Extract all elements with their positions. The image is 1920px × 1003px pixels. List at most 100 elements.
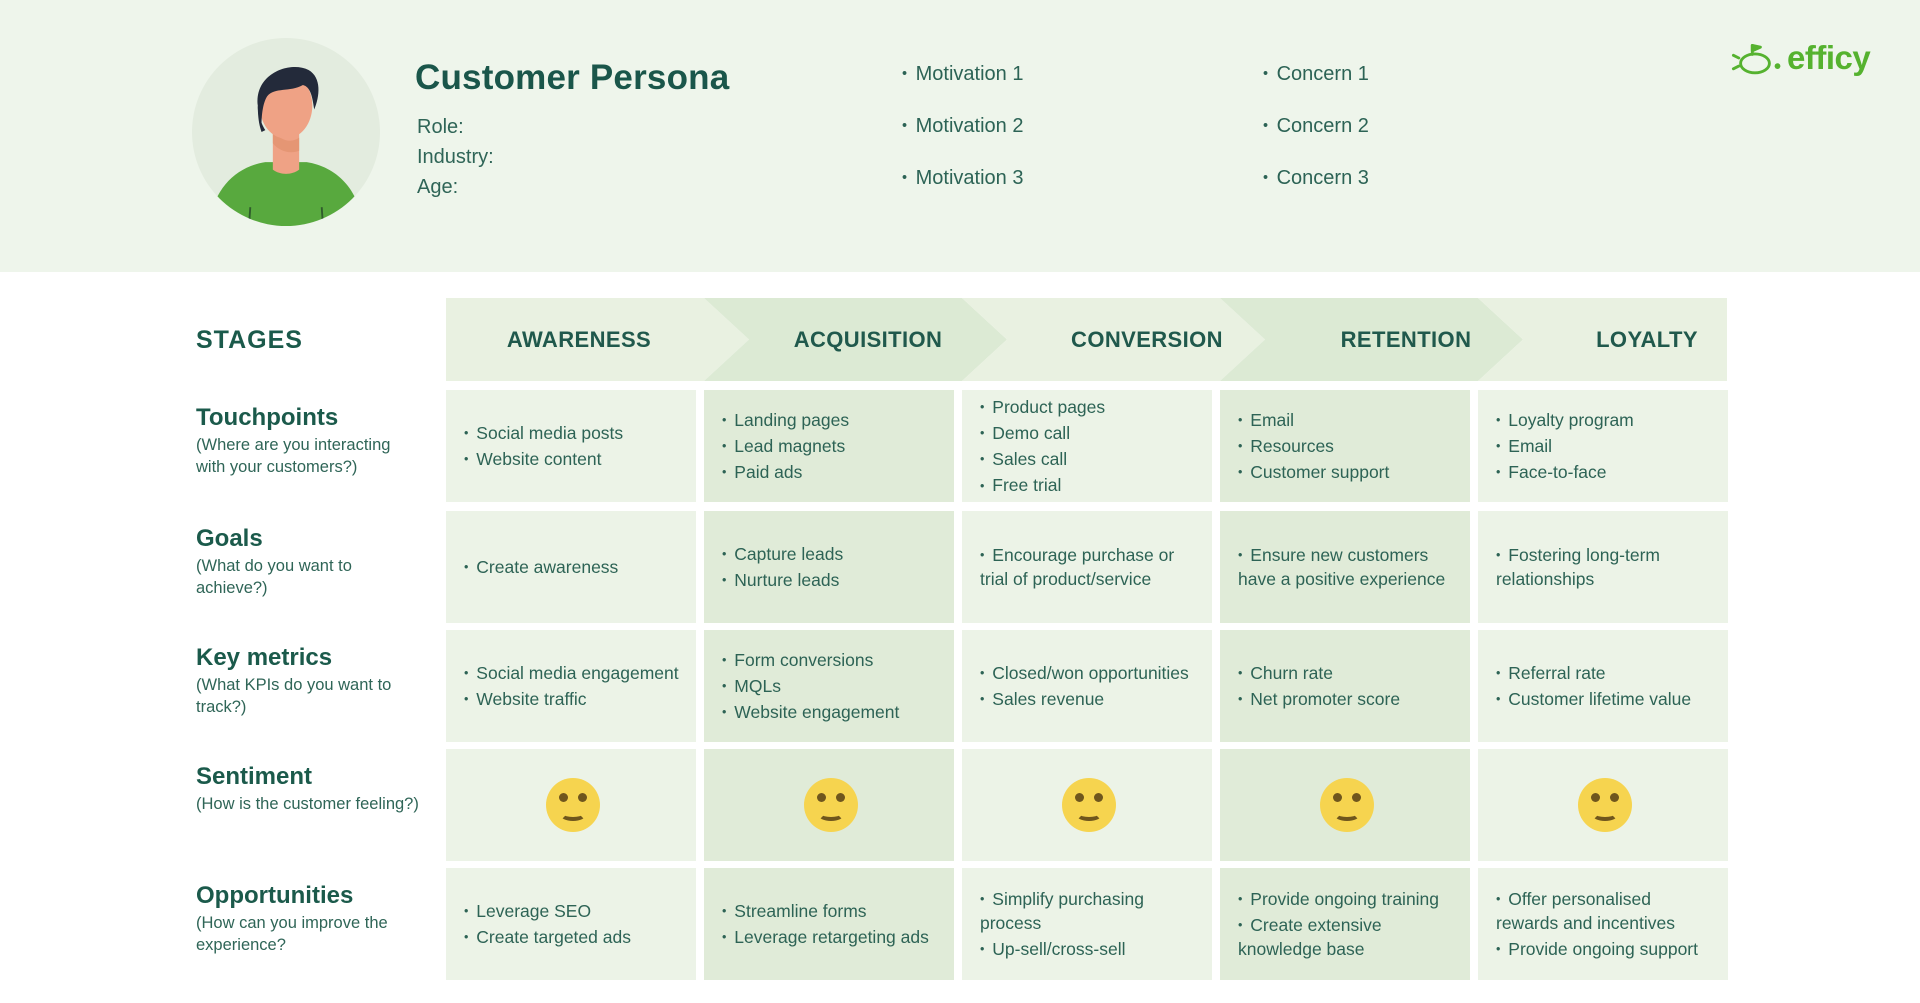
cell-item: • Product pages <box>980 396 1106 417</box>
cell-item: • Lead magnets <box>722 435 846 456</box>
cell-item: • Churn rate <box>1238 662 1333 683</box>
cell-item: • Up-sell/cross-sell <box>980 939 1126 960</box>
cell-item: • Sales revenue <box>980 689 1105 709</box>
cell-touchpoints-conversion: • Product pages • Demo call • Sales call • … <box>962 390 1212 502</box>
cell-item: • Resources <box>1238 435 1334 456</box>
row-label-key-metrics: Key metrics (What KPIs do you want to tra… <box>196 644 421 719</box>
cell-item: • Ensure new customers have a positive e… <box>1238 544 1446 589</box>
cell-item: • Paid ads <box>722 462 803 483</box>
cell-sentiment-awareness <box>446 749 696 861</box>
smiley-face-icon <box>546 778 600 832</box>
persona-banner: Customer Persona Role: Industry: Age: • Mo… <box>0 0 1920 272</box>
cell-item: • Simplify purchasing process <box>980 888 1145 933</box>
smiley-face-icon <box>1578 778 1632 832</box>
cell-item: • Demo call <box>980 422 1071 443</box>
cell-item: • Email <box>1496 435 1553 456</box>
row-title: Touchpoints <box>196 404 339 431</box>
cell-item: • Customer lifetime value <box>1496 689 1692 709</box>
cell-item: • Create awareness <box>464 556 619 577</box>
stage-arrow-segment <box>962 298 1265 381</box>
cell-opportunities-loyalty: • Offer personalised rewards and incenti… <box>1478 868 1728 980</box>
cell-item: • Leverage SEO <box>464 900 592 921</box>
cell-item: • Website traffic <box>464 689 587 709</box>
row-title: Opportunities <box>196 882 354 909</box>
cell-key-metrics-loyalty: • Referral rate • Customer lifetime value <box>1478 630 1728 742</box>
smiley-face-icon <box>1320 778 1374 832</box>
motivations-list: • Motivation 1 • Motivation 2 • Motivation… <box>902 62 1023 218</box>
cell-sentiment-conversion <box>962 749 1212 861</box>
page-title: Customer Persona <box>415 58 730 97</box>
cell-item: • Offer personalised rewards and incenti… <box>1496 888 1675 933</box>
concern-item: • Concern 1 <box>1263 63 1369 85</box>
cell-item: • Form conversions <box>722 649 874 670</box>
persona-field-label: Industry: <box>417 146 494 168</box>
person-avatar-illustration <box>192 38 380 226</box>
row-label-touchpoints: Touchpoints (Where are you interacting wi… <box>196 404 421 479</box>
cell-sentiment-acquisition <box>704 749 954 861</box>
cell-goals-loyalty: • Fostering long-term relationships <box>1478 511 1728 623</box>
cell-touchpoints-acquisition: • Landing pages • Lead magnets • Paid ads <box>704 390 954 502</box>
cell-touchpoints-retention: • Email • Resources • Customer support <box>1220 390 1470 502</box>
row-label-opportunities: Opportunities (How can you improve the ex… <box>196 882 421 957</box>
cell-touchpoints-loyalty: • Loyalty program • Email • Face-to-face <box>1478 390 1728 502</box>
row-title: Sentiment <box>196 763 313 790</box>
cell-item: • MQLs <box>722 675 781 696</box>
persona-field-label: Age: <box>417 176 459 198</box>
motivation-item: • Motivation 2 <box>902 115 1024 138</box>
cell-item: • Closed/won opportunities <box>980 662 1189 683</box>
cell-item: • Streamline forms <box>722 900 867 921</box>
cell-item: • Social media engagement <box>464 662 679 683</box>
cell-goals-retention: • Ensure new customers have a positive e… <box>1220 511 1470 623</box>
stage-arrow-segment <box>1220 298 1523 381</box>
persona-fields: Role: Industry: Age: <box>417 112 494 202</box>
row-subtitle: (How is the customer feeling?) <box>196 795 419 813</box>
stages-band: AWARENESS ACQUISITION CONVERSION RETENTION L… <box>446 298 1727 381</box>
row-subtitle: (How can you improve the experience? <box>196 914 388 954</box>
cell-item: • Free trial <box>980 475 1062 496</box>
stage-label-acquisition: ACQUISITION <box>793 326 943 352</box>
row-title: Key metrics <box>196 644 333 671</box>
cell-key-metrics-conversion: • Closed/won opportunities • Sales revenu… <box>962 630 1212 742</box>
stage-arrow-segment <box>446 298 749 381</box>
row-title: Goals <box>196 525 263 552</box>
logo-text: efficy <box>1787 39 1871 76</box>
stages-heading: STAGES <box>196 326 303 354</box>
cell-touchpoints-awareness: • Social media posts • Website content <box>446 390 696 502</box>
cell-item: • Leverage retargeting ads <box>722 927 929 947</box>
avatar <box>192 38 380 226</box>
cell-sentiment-retention <box>1220 749 1470 861</box>
cell-item: • Create targeted ads <box>464 927 631 947</box>
stage-label-loyalty: LOYALTY <box>1596 326 1698 352</box>
cell-key-metrics-awareness: • Social media engagement • Website traff… <box>446 630 696 742</box>
cell-item: • Net promoter score <box>1238 689 1401 709</box>
cell-goals-conversion: • Encourage purchase or trial of product… <box>962 511 1212 623</box>
submarine-logo-icon <box>1731 43 1781 75</box>
smiley-face-icon <box>1062 778 1116 832</box>
cell-item: • Website engagement <box>722 702 900 723</box>
cell-goals-acquisition: • Capture leads • Nurture leads <box>704 511 954 623</box>
cell-item: • Create extensive knowledge base <box>1238 914 1382 960</box>
stage-label-retention: RETENTION <box>1340 326 1472 352</box>
cell-sentiment-loyalty <box>1478 749 1728 861</box>
concerns-list: • Concern 1 • Concern 2 • Concern 3 <box>1263 62 1369 218</box>
row-subtitle: (Where are you interacting with your cus… <box>196 436 391 476</box>
cell-goals-awareness: • Create awareness <box>446 511 696 623</box>
concern-item: • Concern 3 <box>1263 167 1369 190</box>
cell-key-metrics-acquisition: • Form conversions • MQLs • Website engage… <box>704 630 954 742</box>
row-label-goals: Goals (What do you want to achieve?) <box>196 525 421 600</box>
cell-opportunities-acquisition: • Streamline forms • Leverage retargeting… <box>704 868 954 980</box>
cell-item: • Social media posts <box>464 422 624 443</box>
cell-item: • Fostering long-term relationships <box>1496 544 1661 589</box>
row-subtitle: (What KPIs do you want to track?) <box>196 676 392 716</box>
cell-item: • Provide ongoing training <box>1238 888 1440 909</box>
cell-item: • Provide ongoing support <box>1496 939 1698 960</box>
cell-opportunities-conversion: • Simplify purchasing process • Up-sell/c… <box>962 868 1212 980</box>
cell-item: • Loyalty program <box>1496 409 1634 430</box>
cell-item: • Face-to-face <box>1496 462 1607 483</box>
concern-item: • Concern 2 <box>1263 115 1369 138</box>
cell-item: • Encourage purchase or trial of product… <box>980 544 1175 589</box>
persona-field-label: Role: <box>417 116 464 138</box>
cell-item: • Website content <box>464 449 602 469</box>
cell-item: • Referral rate <box>1496 662 1606 683</box>
